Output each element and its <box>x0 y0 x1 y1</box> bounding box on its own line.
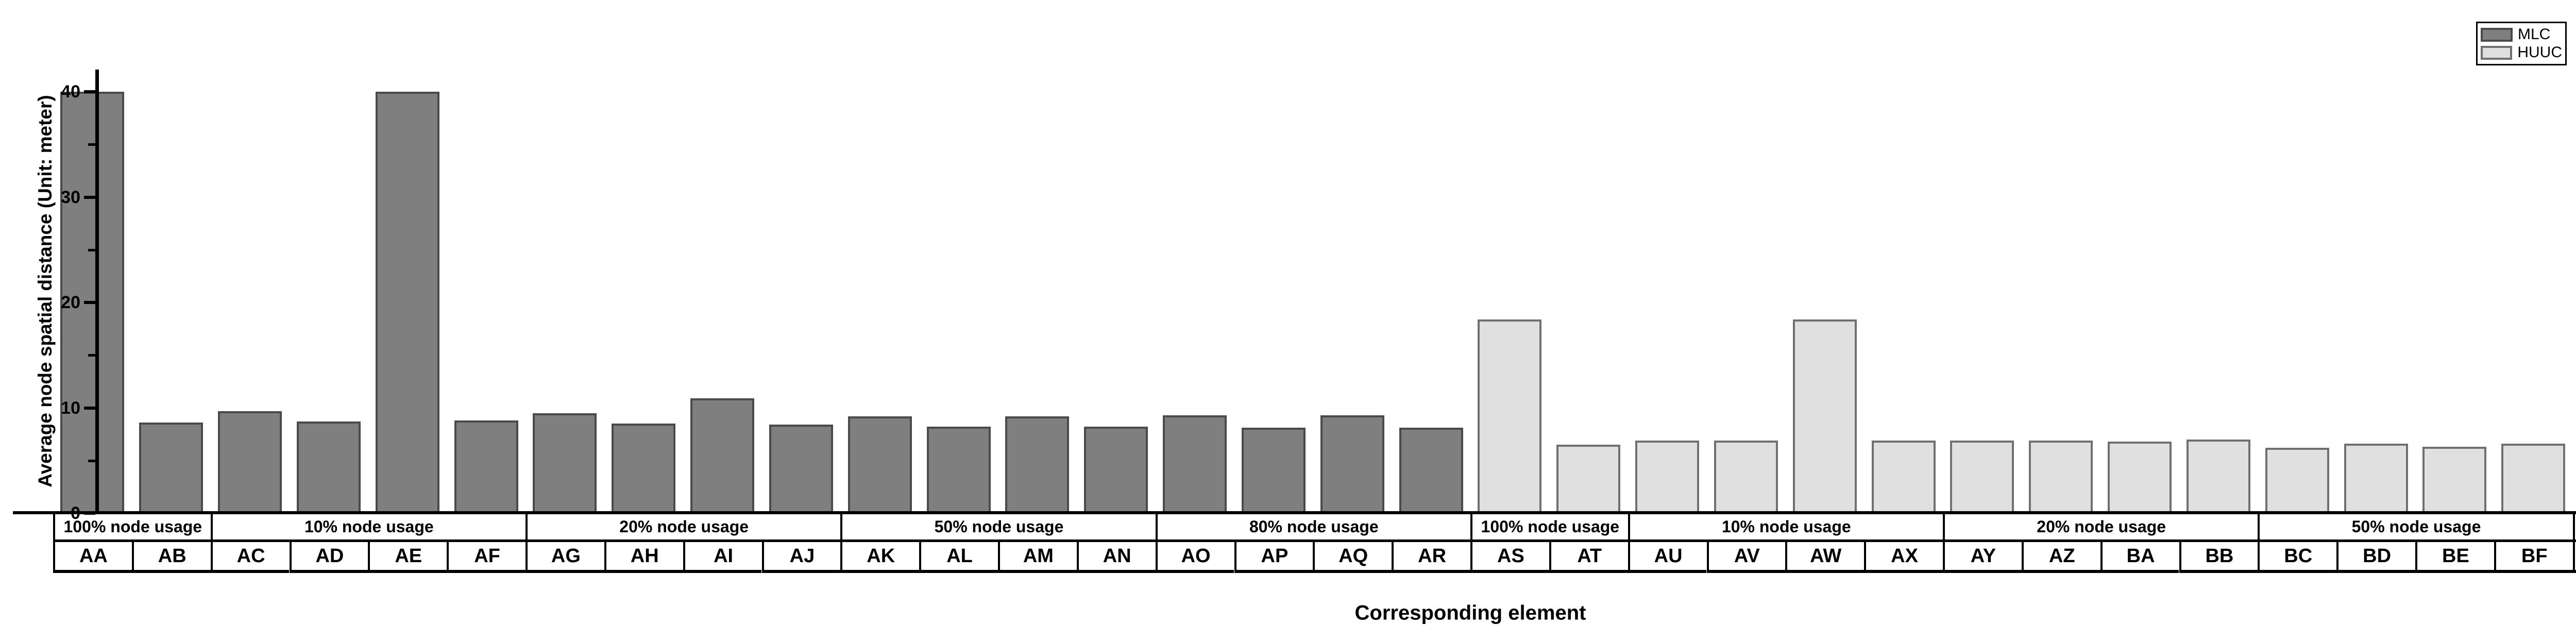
bar-AJ <box>769 425 833 513</box>
bar-AY <box>1950 441 2014 513</box>
element-cell: AU <box>1628 542 1707 573</box>
element-cell: AJ <box>761 542 841 573</box>
bar-AF <box>454 420 518 513</box>
element-cell: BD <box>2336 542 2415 573</box>
group-cell: 10% node usage <box>210 511 526 542</box>
bar-AR <box>1399 428 1463 513</box>
group-cell: 50% node usage <box>2258 511 2573 542</box>
x-axis-line <box>13 511 2576 514</box>
element-cell: AM <box>998 542 1077 573</box>
legend: MLC HUUC <box>2476 22 2567 65</box>
bar-AH <box>612 424 676 513</box>
element-cell: AX <box>1864 542 1943 573</box>
bar-BE <box>2422 447 2487 513</box>
bar-AW <box>1792 319 1857 513</box>
y-minor-tick <box>88 143 95 146</box>
element-cell: BF <box>2494 542 2573 573</box>
bar-BD <box>2344 444 2408 513</box>
bar-AU <box>1635 441 1700 513</box>
element-cell: BB <box>2179 542 2258 573</box>
bar-AZ <box>2029 441 2093 513</box>
element-cell: AQ <box>1313 542 1392 573</box>
group-cell: 10% node usage <box>1628 511 1943 542</box>
bar-AV <box>1714 441 1778 513</box>
group-cell: 20% node usage <box>1943 511 2258 542</box>
element-cell: AC <box>210 542 290 573</box>
bar-BA <box>2108 442 2172 513</box>
bar-AQ <box>1320 415 1384 513</box>
bar-AT <box>1556 445 1621 513</box>
bar-AI <box>690 398 755 513</box>
legend-swatch-mlc <box>2481 27 2513 42</box>
bar-AP <box>1241 428 1306 513</box>
element-cell: BG <box>2572 542 2576 573</box>
legend-label: MLC <box>2518 26 2551 43</box>
element-cell: AF <box>447 542 526 573</box>
legend-swatch-huuc <box>2481 45 2513 60</box>
element-cell: AY <box>1943 542 2022 573</box>
bar-AB <box>139 423 204 513</box>
y-major-tick <box>84 512 95 515</box>
bar-AS <box>1478 319 1542 513</box>
element-cell: AL <box>919 542 998 573</box>
element-cell: BA <box>2100 542 2179 573</box>
bar-AD <box>296 421 361 513</box>
y-major-tick <box>84 195 95 199</box>
group-cell: 100% node usage <box>1470 511 1628 542</box>
legend-entry: HUUC <box>2481 45 2562 60</box>
element-cell: AA <box>53 542 132 573</box>
element-cell: AR <box>1392 542 1470 573</box>
legend-label: HUUC <box>2517 44 2562 61</box>
bar-BF <box>2501 444 2566 513</box>
y-axis-title: Average node spatial distance (Unit: met… <box>35 95 56 487</box>
bar-AE <box>375 92 439 513</box>
element-cell: AE <box>368 542 447 573</box>
y-tick-label: 20 <box>61 293 80 312</box>
y-minor-tick <box>88 354 95 357</box>
element-cell: BE <box>2415 542 2494 573</box>
group-cell: 50% node usage <box>840 511 1156 542</box>
legend-entry: MLC <box>2481 27 2562 42</box>
group-cell: 20% node usage <box>526 511 841 542</box>
bar-AM <box>1005 416 1070 513</box>
group-cell: 80% node usage <box>2572 511 2576 542</box>
bar-AG <box>533 413 597 513</box>
bar-BB <box>2186 440 2250 513</box>
element-cell: AS <box>1470 542 1549 573</box>
element-cell: AG <box>526 542 604 573</box>
element-cell: AW <box>1785 542 1865 573</box>
element-cell: AH <box>604 542 683 573</box>
bar-BC <box>2265 448 2329 513</box>
element-cell: AI <box>683 542 762 573</box>
bar-AC <box>218 411 282 513</box>
element-cell: AK <box>840 542 920 573</box>
y-major-tick <box>84 301 95 304</box>
bar-AO <box>1163 415 1227 513</box>
y-minor-tick <box>88 248 95 251</box>
element-cell: AB <box>131 542 211 573</box>
y-axis-line <box>95 70 99 514</box>
y-tick-label: 30 <box>61 187 80 207</box>
y-tick-label: 10 <box>61 398 80 418</box>
group-cell: 80% node usage <box>1155 511 1470 542</box>
y-major-tick <box>84 406 95 410</box>
element-cell: AT <box>1549 542 1628 573</box>
bar-AK <box>848 416 912 513</box>
y-tick-label: 0 <box>71 503 80 523</box>
bar-AN <box>1084 427 1148 513</box>
y-tick-label: 40 <box>61 82 80 102</box>
bar-AL <box>926 427 991 513</box>
element-cell: BC <box>2258 542 2337 573</box>
y-major-tick <box>84 90 95 93</box>
x-axis-title: Corresponding element <box>1354 601 1586 625</box>
element-cell: AV <box>1706 542 1786 573</box>
element-cell: AN <box>1076 542 1156 573</box>
element-cell: AD <box>289 542 368 573</box>
element-cell: AZ <box>2021 542 2100 573</box>
bar-AX <box>1871 441 1936 513</box>
element-cell: AO <box>1155 542 1234 573</box>
element-cell: AP <box>1234 542 1313 573</box>
y-minor-tick <box>88 459 95 462</box>
